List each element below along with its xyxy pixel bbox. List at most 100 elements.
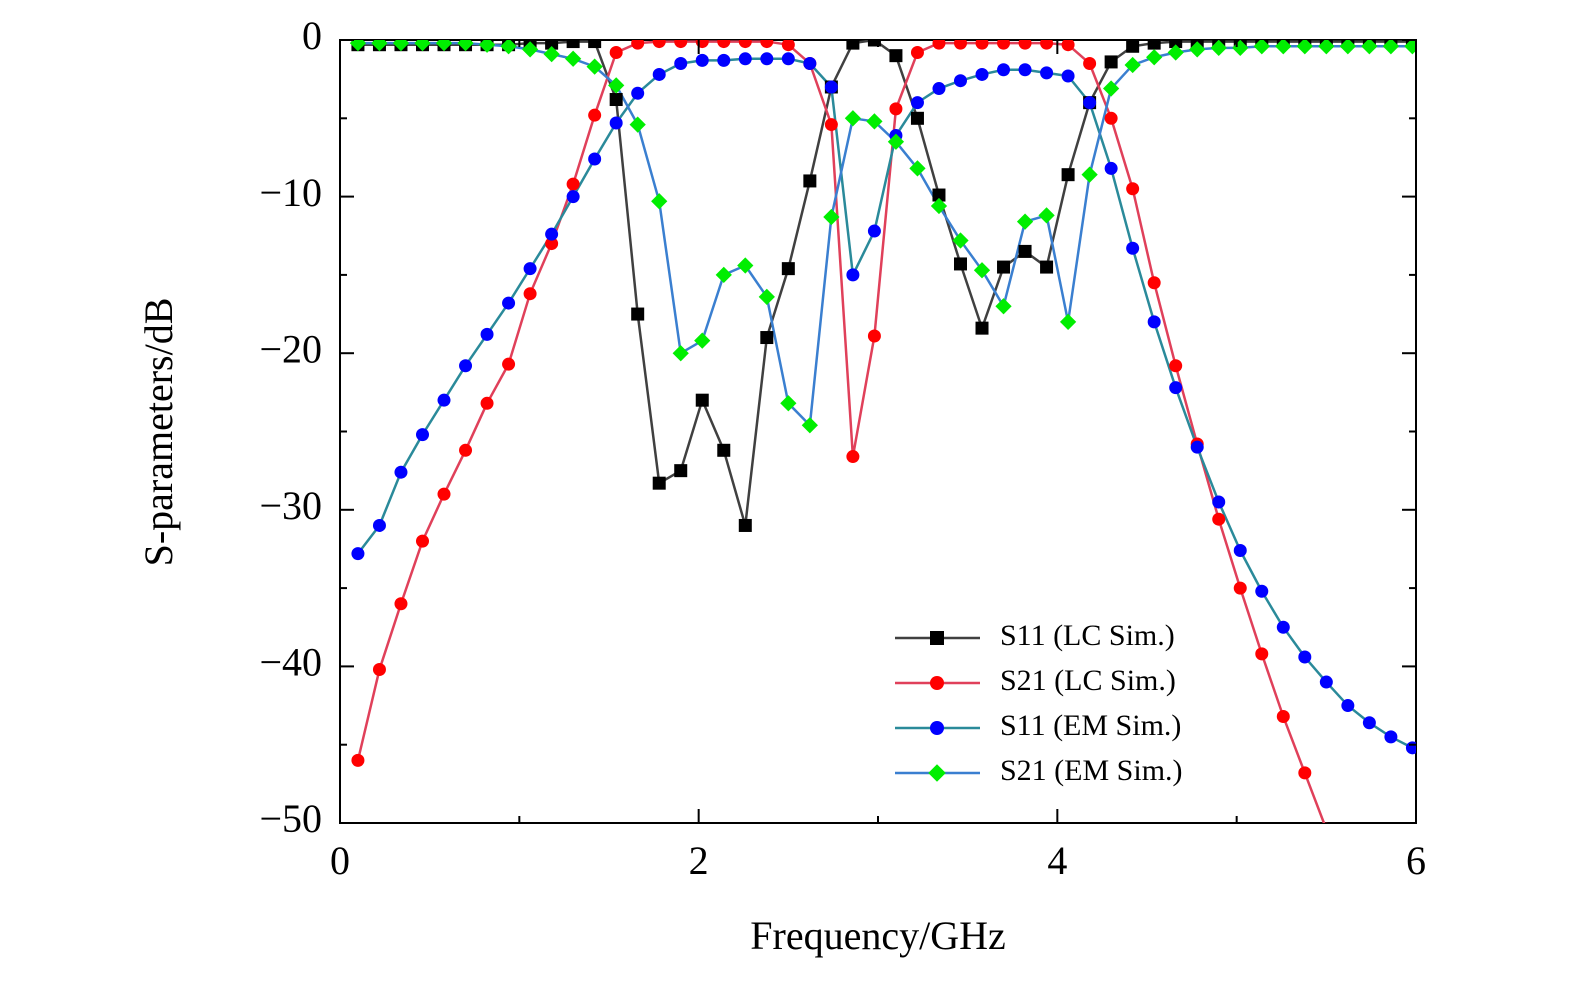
marker bbox=[846, 40, 860, 50]
marker bbox=[588, 152, 602, 166]
marker bbox=[758, 288, 775, 305]
series-line bbox=[356, 57, 1413, 749]
marker bbox=[910, 96, 924, 110]
marker bbox=[909, 160, 926, 177]
marker bbox=[1040, 40, 1054, 50]
marker bbox=[803, 174, 817, 188]
marker bbox=[1298, 766, 1312, 780]
marker bbox=[629, 116, 646, 133]
marker bbox=[631, 86, 645, 100]
marker bbox=[631, 40, 645, 50]
marker bbox=[502, 357, 516, 371]
marker bbox=[651, 193, 668, 210]
marker bbox=[1190, 440, 1204, 454]
marker bbox=[1083, 96, 1097, 110]
marker bbox=[545, 237, 559, 251]
marker bbox=[608, 77, 625, 94]
marker bbox=[887, 133, 905, 150]
marker bbox=[975, 321, 989, 335]
marker bbox=[930, 721, 944, 735]
marker bbox=[1081, 166, 1098, 183]
marker bbox=[717, 40, 731, 49]
marker bbox=[652, 476, 666, 490]
marker bbox=[588, 40, 602, 49]
marker bbox=[372, 518, 386, 532]
marker bbox=[846, 268, 860, 282]
marker bbox=[609, 116, 623, 130]
legend-label: S11 (LC Sim.) bbox=[1000, 619, 1175, 652]
marker bbox=[1361, 40, 1378, 55]
legend-label: S21 (LC Sim.) bbox=[1000, 664, 1176, 697]
marker bbox=[781, 40, 795, 52]
marker bbox=[1061, 168, 1075, 182]
marker bbox=[1169, 40, 1183, 49]
marker bbox=[997, 260, 1011, 274]
marker bbox=[414, 40, 431, 52]
marker bbox=[392, 40, 410, 52]
marker bbox=[1126, 241, 1140, 255]
marker bbox=[1255, 647, 1269, 661]
marker bbox=[1212, 512, 1226, 526]
marker bbox=[910, 111, 924, 125]
marker bbox=[351, 547, 365, 561]
marker bbox=[523, 262, 537, 276]
marker bbox=[930, 676, 944, 690]
marker bbox=[545, 40, 559, 50]
marker bbox=[695, 53, 709, 67]
marker bbox=[1040, 260, 1054, 274]
marker bbox=[823, 208, 840, 226]
marker bbox=[973, 262, 991, 279]
marker bbox=[1255, 584, 1269, 598]
marker bbox=[910, 46, 924, 60]
marker bbox=[1059, 313, 1077, 331]
marker bbox=[437, 393, 451, 407]
y-axis-label: S-parameters/dB bbox=[136, 298, 181, 567]
marker bbox=[674, 40, 688, 49]
marker bbox=[932, 40, 946, 50]
marker bbox=[478, 40, 496, 53]
marker bbox=[1318, 40, 1335, 55]
y-tick-label: −40 bbox=[259, 640, 322, 685]
marker bbox=[437, 487, 451, 501]
marker bbox=[1362, 716, 1376, 730]
marker bbox=[480, 396, 494, 410]
marker bbox=[738, 518, 752, 532]
marker bbox=[459, 359, 473, 373]
marker bbox=[566, 40, 580, 49]
marker bbox=[1212, 495, 1226, 509]
marker bbox=[717, 443, 731, 457]
marker bbox=[1083, 56, 1097, 70]
marker bbox=[1018, 63, 1032, 77]
marker bbox=[995, 298, 1012, 315]
marker bbox=[351, 753, 365, 767]
marker bbox=[1018, 40, 1032, 50]
marker bbox=[1103, 80, 1120, 97]
marker bbox=[866, 113, 883, 130]
marker bbox=[1147, 40, 1161, 50]
marker bbox=[801, 417, 818, 434]
marker bbox=[586, 58, 603, 75]
marker bbox=[415, 534, 429, 548]
marker bbox=[737, 257, 754, 274]
marker bbox=[566, 190, 580, 204]
marker bbox=[1298, 650, 1312, 664]
marker bbox=[1061, 69, 1075, 83]
marker bbox=[824, 80, 838, 94]
marker bbox=[609, 46, 623, 60]
marker bbox=[975, 67, 989, 81]
marker bbox=[459, 443, 473, 457]
marker bbox=[867, 40, 881, 47]
legend-label: S21 (EM Sim.) bbox=[1000, 754, 1183, 787]
marker bbox=[1104, 161, 1118, 175]
marker bbox=[1104, 111, 1118, 125]
marker bbox=[715, 266, 732, 284]
plot-area bbox=[349, 40, 1416, 823]
marker bbox=[1382, 40, 1400, 55]
marker bbox=[588, 108, 602, 122]
marker bbox=[502, 296, 516, 310]
marker bbox=[717, 53, 731, 67]
plot-frame bbox=[339, 39, 1417, 824]
marker bbox=[1104, 55, 1118, 69]
marker bbox=[953, 257, 967, 271]
marker bbox=[1016, 213, 1034, 230]
